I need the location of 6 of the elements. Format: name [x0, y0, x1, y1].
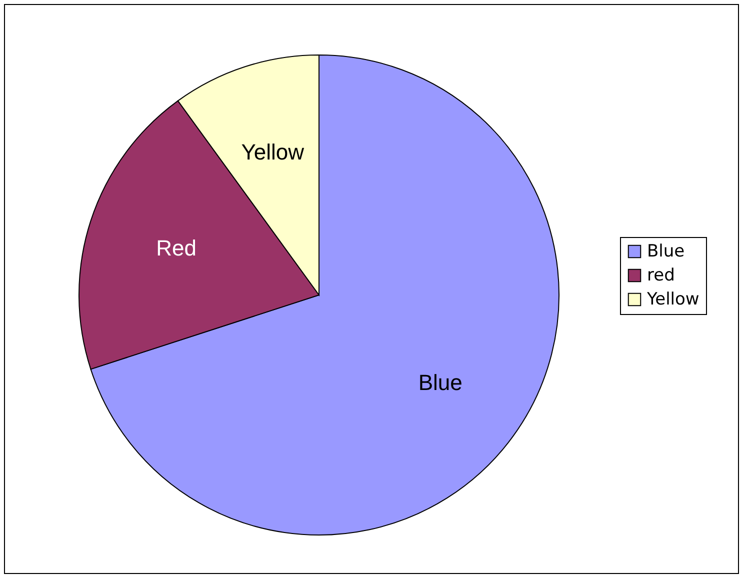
legend-label: red [647, 266, 675, 286]
data-label: Blue [418, 370, 462, 396]
legend-label: Blue [647, 242, 685, 262]
legend-label: Yellow [646, 290, 700, 310]
data-label: Yellow [241, 139, 304, 164]
data-label: Red [156, 236, 197, 261]
